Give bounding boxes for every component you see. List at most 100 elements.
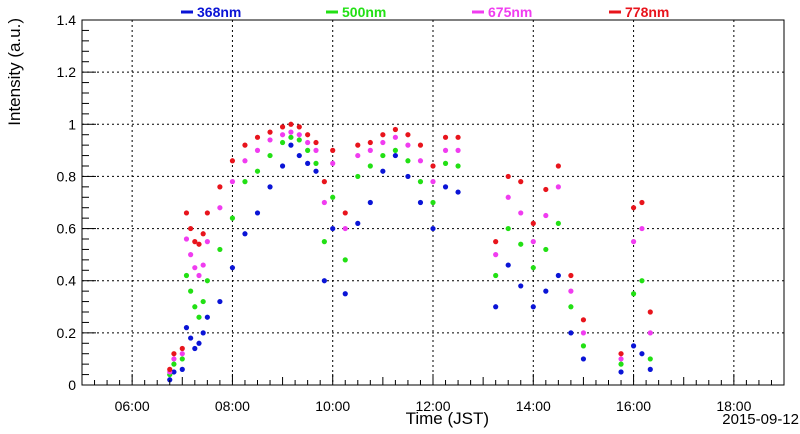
data-point: [192, 345, 198, 352]
data-point: [392, 152, 398, 159]
legend: 368nm 500nm 675nm 778nm: [181, 4, 669, 20]
data-point: [580, 343, 587, 349]
data-point: [455, 134, 461, 140]
data-point: [179, 356, 185, 362]
data-point: [367, 163, 373, 169]
data-point: [580, 330, 587, 336]
data-point: [647, 309, 653, 315]
data-point: [505, 262, 511, 268]
series-675nm: [167, 129, 653, 375]
data-point: [455, 189, 461, 195]
data-point: [179, 345, 185, 352]
data-point: [555, 272, 561, 279]
x-tick-label: 12:00: [415, 398, 450, 414]
data-point: [493, 272, 499, 279]
data-point: [493, 252, 499, 258]
x-tick-label: 06:00: [115, 398, 150, 414]
data-point: [355, 152, 361, 159]
data-point: [639, 225, 645, 232]
data-point: [171, 369, 177, 375]
legend-label: 500nm: [342, 4, 386, 20]
data-points: [167, 121, 653, 383]
data-point: [254, 168, 261, 174]
data-point: [200, 330, 206, 336]
data-point: [305, 139, 311, 146]
data-point: [442, 160, 449, 166]
data-point: [367, 199, 373, 206]
data-point: [430, 179, 436, 185]
data-point: [288, 134, 294, 140]
data-point: [647, 330, 653, 336]
data-point: [518, 283, 524, 289]
data-point: [196, 314, 202, 320]
data-point: [188, 335, 194, 341]
data-point: [254, 147, 261, 153]
data-point: [568, 304, 574, 310]
data-point: [279, 139, 286, 146]
data-point: [229, 215, 236, 221]
data-point: [417, 158, 424, 164]
data-point: [267, 152, 273, 159]
data-point: [188, 225, 194, 232]
data-point: [242, 142, 248, 148]
data-point: [639, 278, 645, 284]
data-point: [330, 160, 336, 166]
data-point: [342, 210, 348, 216]
data-point: [192, 265, 198, 271]
data-point: [196, 340, 202, 346]
data-point: [313, 160, 319, 166]
data-point: [543, 212, 549, 219]
data-point: [313, 139, 319, 146]
y-tick-label: 0.4: [57, 273, 77, 289]
data-point: [204, 210, 210, 216]
data-point: [342, 225, 348, 232]
data-point: [518, 241, 524, 247]
data-point: [543, 288, 549, 294]
data-point: [229, 158, 236, 164]
axes: 06:00 08:00 10:00 12:00 14:00 16:00 18:00 0 0.2 0…: [57, 12, 785, 414]
data-point: [392, 147, 398, 153]
data-point: [380, 152, 386, 159]
data-point: [530, 265, 536, 271]
data-point: [417, 199, 424, 206]
y-tick-label: 1.2: [57, 64, 77, 80]
x-tick-label: 16:00: [616, 398, 651, 414]
data-point: [321, 179, 327, 185]
data-point: [568, 288, 574, 294]
data-point: [618, 361, 624, 367]
data-point: [530, 220, 536, 226]
data-point: [355, 173, 361, 180]
data-point: [296, 152, 302, 159]
legend-label: 778nm: [625, 4, 669, 20]
series-368nm: [167, 142, 653, 383]
data-point: [267, 129, 273, 135]
data-point: [321, 199, 327, 206]
data-point: [204, 278, 210, 284]
data-point: [321, 278, 327, 284]
y-tick-label: 0.8: [57, 168, 77, 184]
x-tick-label: 14:00: [516, 398, 551, 414]
data-point: [618, 356, 624, 362]
data-point: [330, 194, 336, 200]
data-point: [305, 147, 311, 153]
data-point: [188, 252, 194, 258]
data-point: [200, 231, 206, 237]
data-point: [618, 369, 624, 375]
data-point: [296, 132, 302, 138]
data-point: [518, 210, 524, 216]
data-point: [305, 160, 311, 166]
date-label: 2015-09-12: [722, 411, 799, 428]
data-point: [493, 304, 499, 310]
data-point: [267, 184, 273, 190]
data-point: [296, 124, 302, 130]
data-point: [630, 205, 637, 211]
data-point: [639, 199, 645, 206]
data-point: [367, 139, 373, 146]
data-point: [188, 288, 194, 294]
data-point: [279, 124, 286, 130]
data-point: [204, 239, 210, 245]
data-point: [392, 134, 398, 140]
data-point: [417, 142, 424, 148]
data-point: [217, 205, 223, 211]
data-point: [543, 246, 549, 253]
